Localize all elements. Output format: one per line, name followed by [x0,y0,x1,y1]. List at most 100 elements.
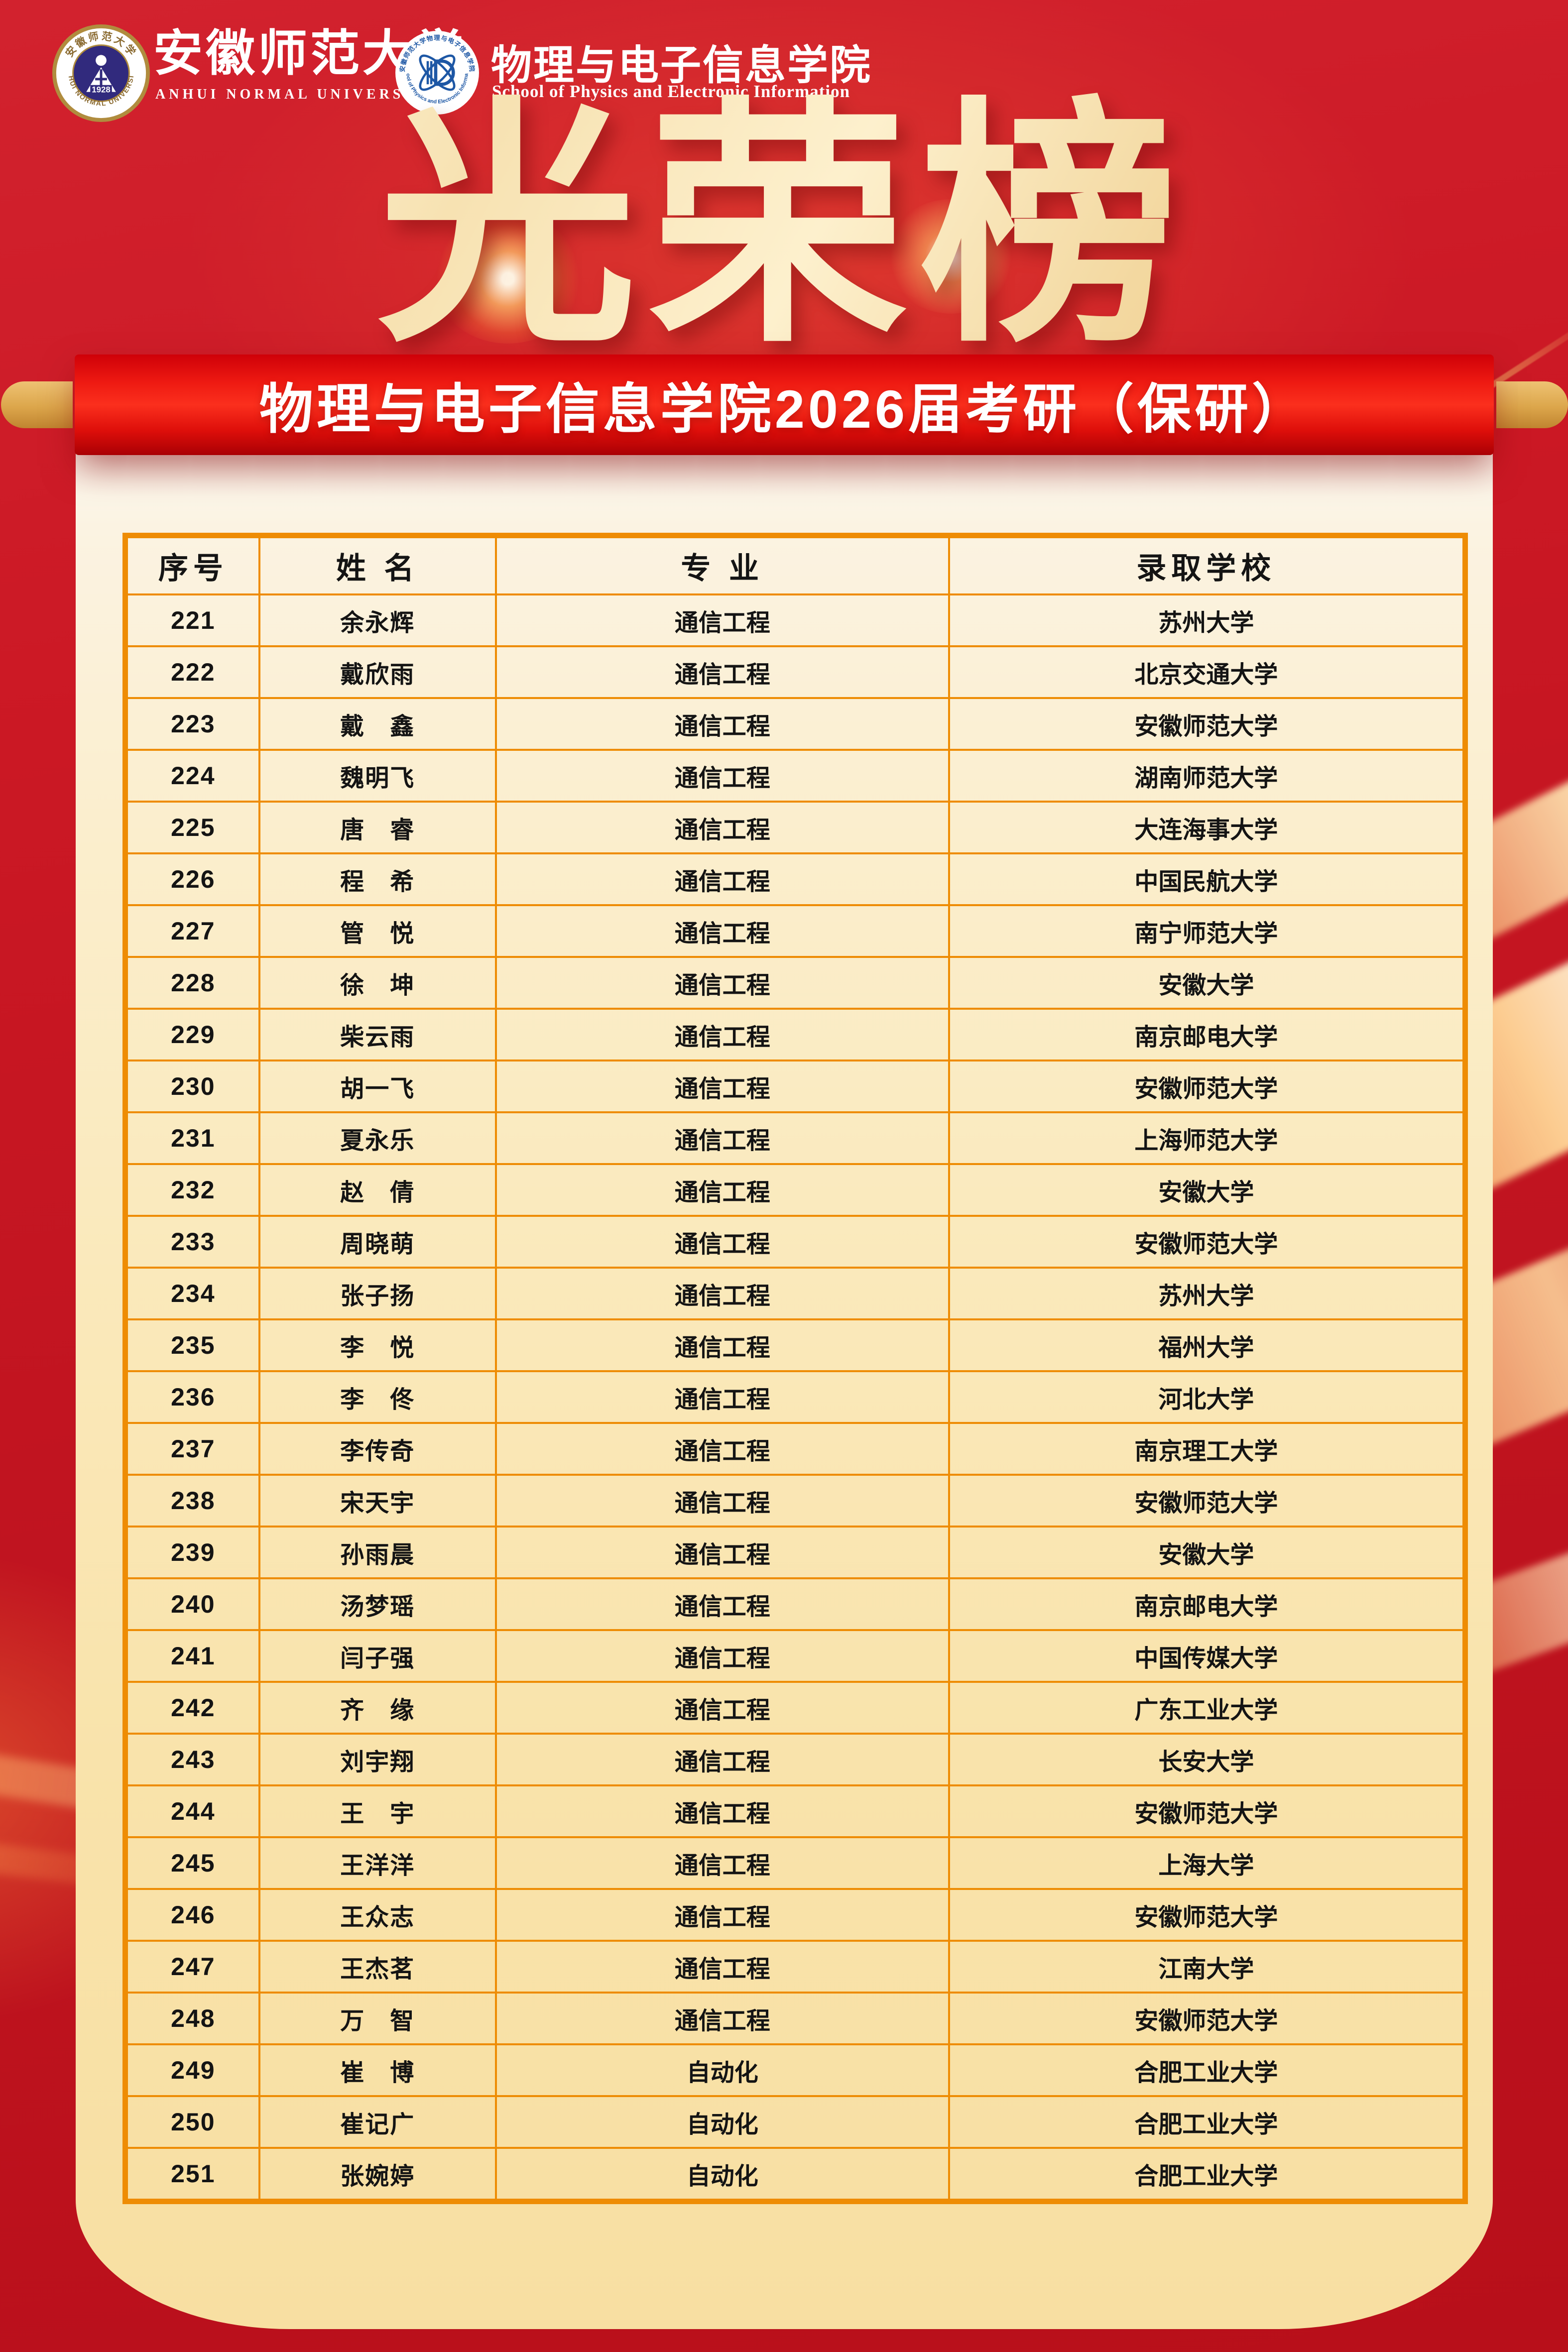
cell-name: 张婉婷 [258,2147,497,2201]
table-row: 251 张婉婷 自动化 合肥工业大学 [126,2147,1465,2201]
cell-index: 248 [126,1992,260,2045]
table-row: 226 程 希通信工程 中国民航大学 [126,852,1465,906]
cell-index: 243 [126,1733,260,1786]
cell-school: 南京邮电大学 [948,1577,1465,1631]
cell-name: 宋天宇 [258,1474,497,1528]
cell-index: 239 [126,1526,260,1579]
table-row: 223 戴 鑫通信工程 安徽师范大学 [126,697,1465,751]
cell-name: 刘宇翔 [258,1733,497,1786]
cell-name: 管 悦 [258,904,497,958]
table-row: 241 闫子强 通信工程 中国传媒大学 [126,1629,1465,1683]
table-row: 236 李 佟通信工程 河北大学 [126,1370,1465,1424]
roster-table: 序号姓 名专 业录取学校 221 余永辉 通信工程 苏州大学 222 戴欣雨 通信工程 北京交通… [126,536,1465,2201]
scroll-end-right [1496,381,1568,428]
cell-name: 柴云雨 [258,1008,497,1061]
table-row: 242 齐 缘通信工程 广东工业大学 [126,1681,1465,1735]
cell-index: 222 [126,645,260,699]
cell-major: 通信工程 [494,1422,950,1476]
cell-major: 通信工程 [494,645,950,699]
cell-major: 通信工程 [494,1629,950,1683]
cell-major: 通信工程 [494,1836,950,1890]
cell-school: 合肥工业大学 [948,2043,1465,2097]
cell-name: 李 佟 [258,1370,497,1424]
cell-index: 246 [126,1888,260,1942]
cell-index: 241 [126,1629,260,1683]
cell-name: 余永辉 [258,593,497,647]
cell-index: 224 [126,749,260,803]
cell-major: 通信工程 [494,904,950,958]
cell-school: 上海师范大学 [948,1111,1465,1165]
cell-name: 王杰茗 [258,1940,497,1994]
roster-table-container: 序号姓 名专 业录取学校 221 余永辉 通信工程 苏州大学 222 戴欣雨 通信工程 北京交通… [122,533,1468,2204]
table-row: 245 王洋洋 通信工程 上海大学 [126,1836,1465,1890]
cell-name: 戴欣雨 [258,645,497,699]
seal-figure-head [96,55,107,66]
page-title-glory-roll: 光荣榜 [0,87,1568,367]
cell-index: 238 [126,1474,260,1528]
column-header: 姓 名 [258,536,497,595]
cell-index: 250 [126,2095,260,2149]
cell-name: 徐 坤 [258,956,497,1010]
cell-major: 通信工程 [494,1681,950,1735]
cell-name: 崔 博 [258,2043,497,2097]
table-row: 222 戴欣雨 通信工程 北京交通大学 [126,645,1465,699]
cell-major: 通信工程 [494,1059,950,1113]
seal-year: 1928 [92,85,110,95]
cell-name: 汤梦瑶 [258,1577,497,1631]
college-logo: 安徽师范大学物理与电子信息学院 School of Physics and El… [394,30,479,115]
cell-school: 福州大学 [948,1318,1465,1372]
cell-major: 通信工程 [494,697,950,751]
scroll-end-left [1,381,73,428]
table-row: 240 汤梦瑶 通信工程 南京邮电大学 [126,1577,1465,1631]
cell-school: 安徽师范大学 [948,1059,1465,1113]
cell-index: 225 [126,801,260,854]
cell-index: 234 [126,1267,260,1320]
column-header: 录取学校 [948,536,1465,595]
cell-school: 安徽师范大学 [948,1888,1465,1942]
cell-name: 张子扬 [258,1267,497,1320]
university-name-en: ANHUI NORMAL UNIVERSITY [155,87,439,103]
cell-index: 228 [126,956,260,1010]
university-name-cn: 安徽师范大学 [153,25,467,81]
cell-name: 王洋洋 [258,1836,497,1890]
cell-name: 李传奇 [258,1422,497,1476]
cell-name: 魏明飞 [258,749,497,803]
cell-name: 戴 鑫 [258,697,497,751]
cell-school: 安徽师范大学 [948,1474,1465,1528]
cell-index: 232 [126,1163,260,1217]
cell-index: 242 [126,1681,260,1735]
cell-index: 230 [126,1059,260,1113]
cell-name: 王众志 [258,1888,497,1942]
cell-name: 程 希 [258,852,497,906]
table-row: 224 魏明飞 通信工程 湖南师范大学 [126,749,1465,803]
cell-school: 广东工业大学 [948,1681,1465,1735]
cell-school: 合肥工业大学 [948,2147,1465,2201]
cell-name: 孙雨晨 [258,1526,497,1579]
cell-index: 251 [126,2147,260,2201]
cell-name: 齐 缘 [258,1681,497,1735]
cell-major: 自动化 [494,2095,950,2149]
cell-major: 通信工程 [494,1784,950,1838]
cell-school: 南京理工大学 [948,1422,1465,1476]
cell-school: 合肥工业大学 [948,2095,1465,2149]
table-row: 239 孙雨晨 通信工程 安徽大学 [126,1526,1465,1579]
table-row: 229 柴云雨 通信工程 南京邮电大学 [126,1008,1465,1061]
cell-index: 231 [126,1111,260,1165]
cell-major: 通信工程 [494,1163,950,1217]
table-row: 231 夏永乐 通信工程 上海师范大学 [126,1111,1465,1165]
table-row: 238 宋天宇 通信工程 安徽师范大学 [126,1474,1465,1528]
cell-index: 245 [126,1836,260,1890]
cell-school: 南宁师范大学 [948,904,1465,958]
cell-index: 236 [126,1370,260,1424]
cell-school: 安徽师范大学 [948,697,1465,751]
table-row: 234 张子扬 通信工程 苏州大学 [126,1267,1465,1320]
seal-year-band [90,85,112,94]
table-row: 221 余永辉 通信工程 苏州大学 [126,593,1465,647]
cell-school: 安徽大学 [948,1526,1465,1579]
cell-school: 北京交通大学 [948,645,1465,699]
university-seal-logo: 安徽师范大学 ANHUI NORMAL UNIVERSITY 1928 [52,24,150,122]
table-row: 243 刘宇翔 通信工程 长安大学 [126,1733,1465,1786]
cell-index: 227 [126,904,260,958]
subtitle-banner: 物理与电子信息学院2026届考研（保研） [75,354,1494,455]
